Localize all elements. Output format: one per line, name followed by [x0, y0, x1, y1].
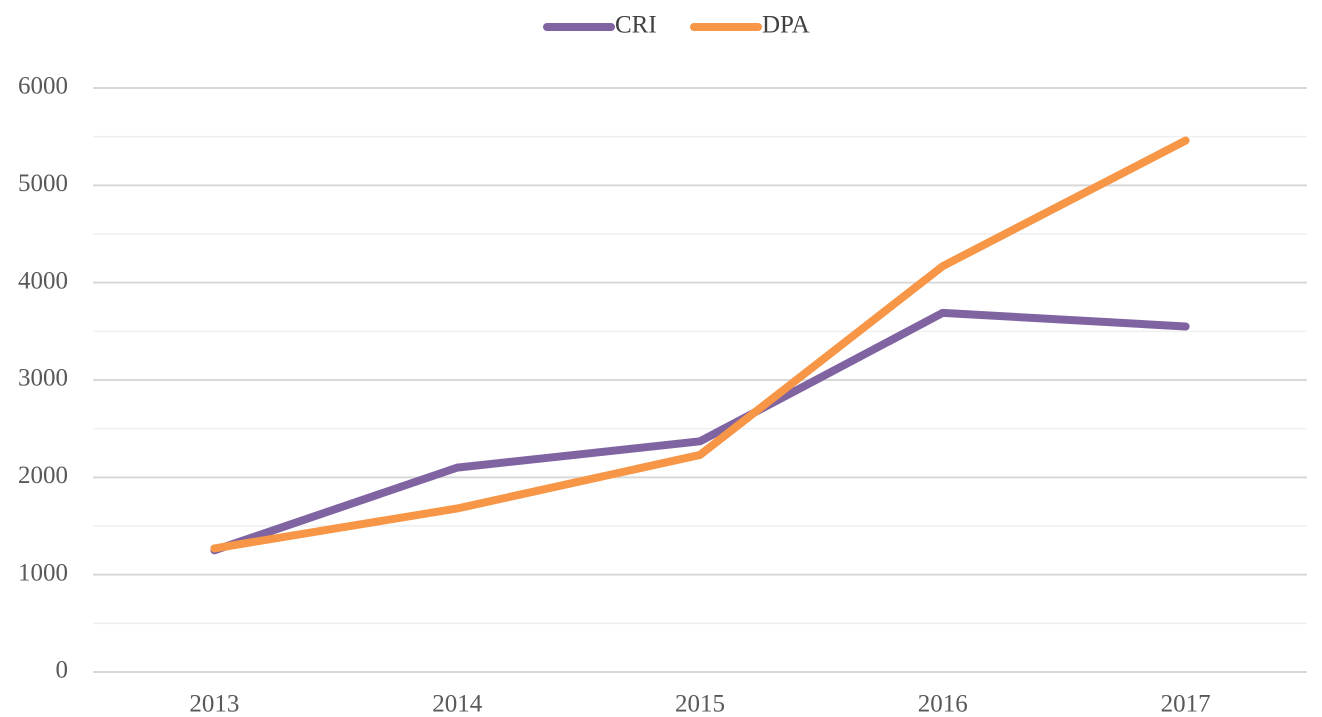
legend-label: CRI: [615, 12, 657, 39]
y-tick-label: 0: [56, 657, 69, 684]
x-tick-label: 2013: [189, 691, 239, 717]
y-tick-label: 5000: [18, 170, 68, 197]
y-tick-label: 2000: [18, 462, 68, 489]
series-line: [210, 136, 1190, 553]
y-tick-label: 4000: [18, 267, 68, 294]
legend-label: DPA: [762, 12, 810, 39]
y-tick-label: 1000: [18, 559, 68, 586]
x-tick-label: 2017: [1161, 691, 1211, 717]
x-tick-label: 2016: [918, 691, 968, 717]
y-tick-label: 6000: [18, 73, 68, 100]
x-tick-label: 2014: [432, 691, 483, 717]
series-line: [210, 308, 1190, 555]
x-tick-label: 2015: [675, 691, 725, 717]
y-tick-label: 3000: [18, 365, 68, 392]
